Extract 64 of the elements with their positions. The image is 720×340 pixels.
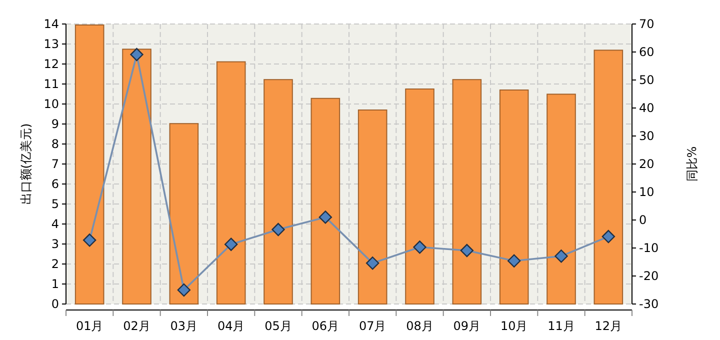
bar: [74, 24, 104, 304]
bar: [594, 50, 624, 304]
point: [602, 230, 616, 244]
y2-tick-label: 50: [639, 73, 654, 87]
bar: [546, 94, 576, 304]
y2-tick-label: -30: [639, 297, 659, 311]
bar: [264, 79, 293, 304]
point: [507, 254, 521, 268]
y-tick-label: 11: [44, 77, 59, 91]
y-tick-label: 14: [44, 17, 59, 31]
point: [272, 222, 285, 236]
point: [177, 283, 191, 297]
bar: [169, 123, 199, 304]
y-tick-label: 0: [51, 297, 59, 311]
y2-tick-label: 30: [639, 129, 654, 143]
x-tick-label: 07月: [358, 319, 386, 333]
x-tick-label: 01月: [76, 319, 104, 333]
point: [130, 48, 144, 62]
y-tick-label: 2: [51, 257, 59, 271]
point: [554, 250, 568, 263]
y2-tick-label: -10: [639, 241, 659, 255]
x-tick-label: 04月: [217, 319, 245, 333]
y-tick-label: 5: [51, 197, 59, 211]
y2-tick-label: 60: [639, 45, 654, 59]
y-tick-label: 3: [51, 237, 59, 251]
y-tick-label: 13: [44, 37, 59, 51]
y-tick-label: 1: [51, 277, 59, 291]
point: [318, 210, 332, 224]
point: [224, 238, 238, 251]
bar: [499, 90, 529, 304]
point: [366, 256, 380, 270]
bar: [452, 79, 482, 304]
x-tick-label: 02月: [123, 319, 150, 333]
y-tick-label: 12: [44, 57, 59, 71]
y2-tick-label: 0: [639, 213, 647, 227]
point: [82, 234, 96, 247]
y2-tick-label: 70: [639, 17, 654, 31]
x-tick-label: 06月: [312, 319, 340, 333]
y-tick-label: 6: [51, 177, 59, 191]
bar: [405, 88, 434, 304]
x-tick-label: 11月: [548, 319, 575, 333]
bar: [216, 61, 246, 304]
y-tick-label: 7: [51, 157, 59, 171]
y2-tick-label: 20: [639, 157, 654, 171]
y2-axis-title: 同比%: [685, 146, 699, 182]
x-tick-label: 10月: [500, 319, 528, 333]
bar: [358, 110, 388, 304]
y2-tick-label: 40: [639, 101, 654, 115]
x-tick-label: 05月: [264, 319, 292, 333]
y-tick-label: 8: [51, 137, 59, 151]
y-tick-label: 10: [44, 97, 59, 111]
y-tick-label: 9: [51, 117, 59, 131]
bar: [122, 48, 152, 304]
x-tick-label: 09月: [453, 319, 481, 333]
point: [460, 244, 474, 258]
x-tick-label: 03月: [170, 319, 198, 333]
bar: [310, 98, 340, 304]
y2-tick-label: -20: [639, 269, 659, 283]
y-axis-title: 出口额(亿美元): [19, 123, 33, 205]
point: [413, 240, 426, 254]
x-tick-label: 12月: [594, 319, 622, 333]
y-tick-label: 4: [51, 217, 59, 231]
x-tick-label: 08月: [406, 319, 434, 333]
y2-tick-label: 10: [639, 185, 654, 199]
